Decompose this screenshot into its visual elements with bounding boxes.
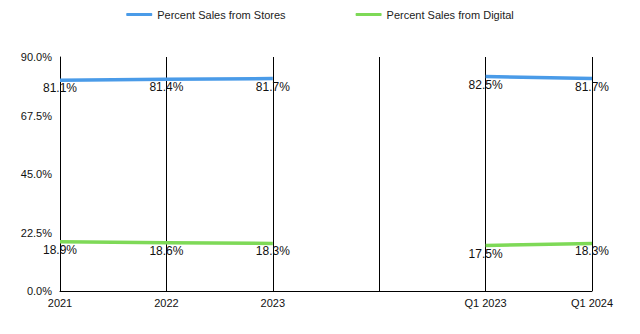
svg-text:82.5%: 82.5% [469,78,503,92]
svg-text:81.4%: 81.4% [149,80,183,94]
svg-text:18.3%: 18.3% [256,244,290,258]
svg-text:81.1%: 81.1% [43,81,77,95]
svg-text:81.7%: 81.7% [575,80,609,94]
svg-text:17.5%: 17.5% [469,247,503,261]
svg-text:90.0%: 90.0% [21,51,52,63]
svg-text:Q1 2023: Q1 2023 [464,297,506,309]
svg-text:Percent Sales from Digital: Percent Sales from Digital [387,9,514,21]
svg-text:67.5%: 67.5% [21,110,52,122]
svg-text:45.0%: 45.0% [21,168,52,180]
svg-text:Percent Sales from Stores: Percent Sales from Stores [157,9,286,21]
svg-text:2021: 2021 [48,297,72,309]
svg-text:Q1 2024: Q1 2024 [571,297,613,309]
svg-text:18.3%: 18.3% [575,244,609,258]
svg-text:2022: 2022 [154,297,178,309]
svg-text:22.5%: 22.5% [21,227,52,239]
svg-text:2023: 2023 [261,297,285,309]
svg-text:18.6%: 18.6% [149,244,183,258]
svg-text:81.7%: 81.7% [256,80,290,94]
svg-text:0.0%: 0.0% [27,285,52,297]
svg-text:18.9%: 18.9% [43,243,77,257]
